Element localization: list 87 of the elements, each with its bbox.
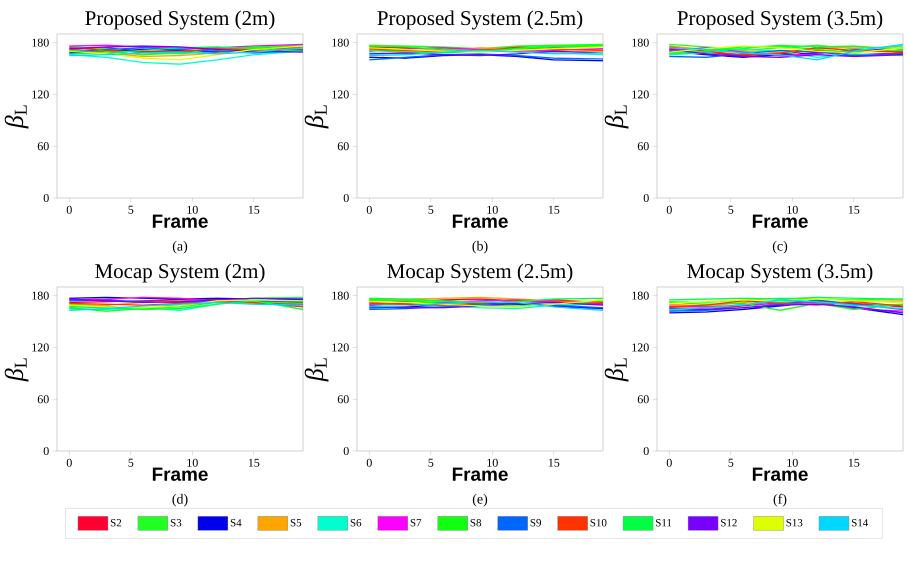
y-tick-label: 60 <box>338 142 349 150</box>
y-tick-label: 120 <box>32 343 49 352</box>
y-tick-label: 60 <box>638 395 649 404</box>
x-axis-title: Frame <box>152 468 208 481</box>
x-tick-label: 5 <box>728 458 734 467</box>
x-tick-label: 0 <box>366 206 372 214</box>
y-axis-title: β$_{L}$ <box>4 105 28 129</box>
x-axis-title: Frame <box>752 468 808 481</box>
x-tick-label: 5 <box>428 458 434 467</box>
y-tick-label: 180 <box>632 292 649 300</box>
x-tick-label: 10 <box>187 206 198 214</box>
y-tick-label: 0 <box>344 194 349 202</box>
y-axis-title: β$_{L}$ <box>4 358 28 382</box>
legend-label: S13 <box>786 519 802 526</box>
y-tick-label: 180 <box>332 292 349 300</box>
legend-label: S6 <box>350 519 362 526</box>
y-tick-label: 60 <box>38 395 49 404</box>
y-tick-label: 0 <box>644 446 649 456</box>
x-tick-label: 10 <box>487 206 498 214</box>
x-tick-label: 10 <box>787 458 798 467</box>
chart-title: Proposed System (2m) <box>85 10 274 30</box>
x-axis-title: Frame <box>752 214 808 228</box>
chart-title: Proposed System (3.5m) <box>677 10 882 30</box>
x-axis-title: Frame <box>152 214 208 228</box>
legend-label: S9 <box>530 519 541 526</box>
chart-title: Mocap System (2.5m) <box>387 263 572 282</box>
y-tick-label: 120 <box>332 90 349 98</box>
x-tick-label: 5 <box>128 206 134 214</box>
x-tick-label: 15 <box>248 458 260 467</box>
text: (b) <box>472 240 488 254</box>
y-axis-title: β$_{L}$ <box>604 358 628 382</box>
y-tick-label: 120 <box>32 90 49 98</box>
legend-label: S2 <box>110 519 122 526</box>
y-axis-title: β$_{L}$ <box>604 105 628 129</box>
legend-label: S3 <box>170 519 182 526</box>
x-tick-label: 0 <box>666 458 672 467</box>
y-tick-label: 120 <box>332 343 349 352</box>
legend-label: S7 <box>410 519 422 526</box>
legend-label: S10 <box>590 519 606 526</box>
y-tick-label: 60 <box>338 395 349 404</box>
y-tick-label: 0 <box>644 194 649 202</box>
legend-label: S14 <box>852 519 868 526</box>
line-series <box>668 44 904 61</box>
legend-label: S8 <box>470 519 482 526</box>
text: (d) <box>172 494 188 507</box>
x-axis-title: Frame <box>452 214 508 228</box>
y-tick-label: 0 <box>344 446 349 456</box>
x-tick-label: 5 <box>428 206 434 214</box>
x-tick-label: 0 <box>666 206 672 214</box>
x-tick-label: 0 <box>366 458 372 467</box>
y-tick-label: 120 <box>632 343 649 352</box>
x-tick-label: 10 <box>187 458 198 467</box>
text: (c) <box>772 240 788 254</box>
x-tick-label: 10 <box>487 458 498 467</box>
text: (f) <box>774 494 786 507</box>
y-tick-label: 180 <box>32 38 49 47</box>
line-series <box>68 45 304 61</box>
chart-title: Mocap System (2m) <box>95 263 264 282</box>
x-tick-label: 15 <box>848 206 860 214</box>
y-tick-label: 180 <box>32 292 49 300</box>
y-tick-label: 120 <box>632 90 649 98</box>
x-tick-label: 5 <box>728 206 734 214</box>
x-tick-label: 0 <box>66 458 72 467</box>
y-tick-label: 60 <box>638 142 649 150</box>
x-axis-title: Frame <box>452 468 508 481</box>
x-tick-label: 15 <box>848 458 860 467</box>
y-tick-label: 0 <box>44 446 49 456</box>
chart-title: Mocap System (3.5m) <box>687 263 872 282</box>
y-tick-label: 0 <box>44 194 49 202</box>
chart-title: Proposed System (2.5m) <box>377 10 582 30</box>
legend-label: S5 <box>290 519 302 526</box>
y-tick-label: 180 <box>632 38 649 47</box>
x-tick-label: 5 <box>128 458 134 467</box>
x-tick-label: 15 <box>548 458 560 467</box>
y-tick-label: 60 <box>38 142 49 150</box>
legend-label: S4 <box>230 519 242 526</box>
x-tick-label: 15 <box>548 206 560 214</box>
x-tick-label: 15 <box>248 206 260 214</box>
legend-label: S11 <box>656 519 672 526</box>
y-tick-label: 180 <box>332 38 349 47</box>
text: (e) <box>472 494 488 507</box>
y-axis-title: β$_{L}$ <box>304 105 328 129</box>
legend-label: S12 <box>721 519 737 526</box>
x-tick-label: 10 <box>787 206 798 214</box>
x-tick-label: 0 <box>66 206 72 214</box>
y-axis-title: β$_{L}$ <box>304 358 328 382</box>
text: (a) <box>172 240 188 254</box>
